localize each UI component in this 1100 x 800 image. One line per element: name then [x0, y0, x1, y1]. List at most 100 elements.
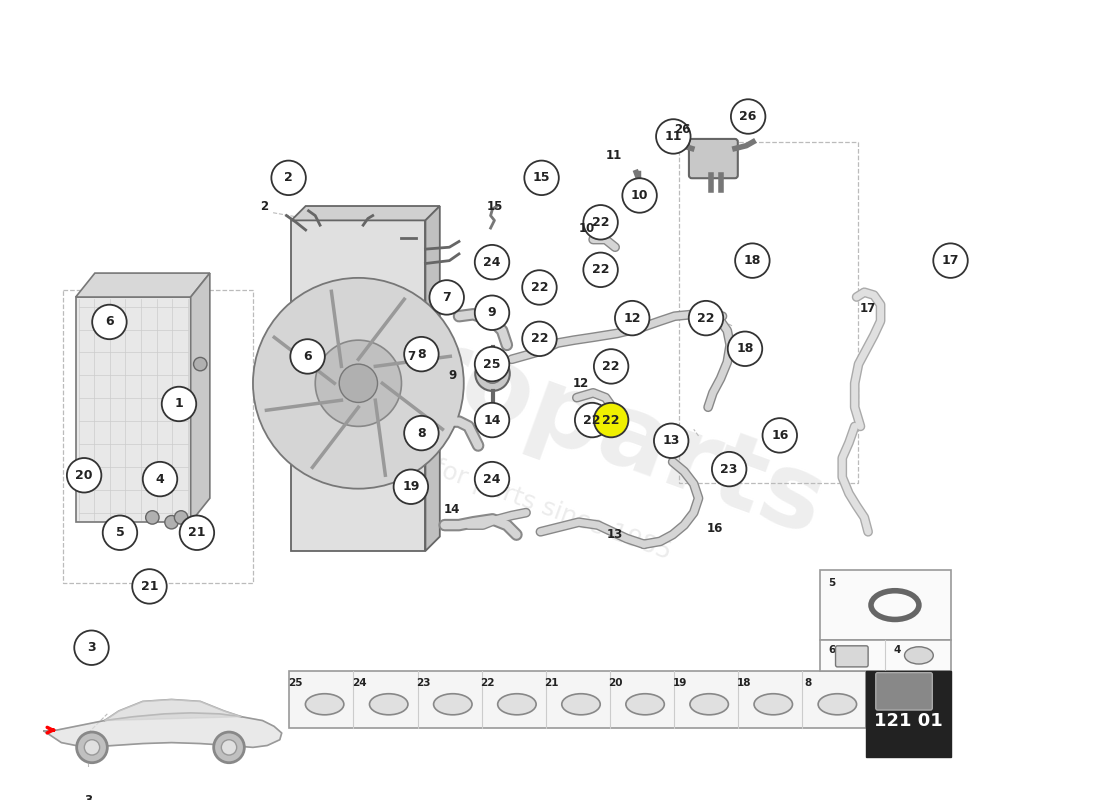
Circle shape — [404, 416, 439, 450]
Polygon shape — [44, 713, 282, 747]
Text: 26: 26 — [739, 110, 757, 123]
Circle shape — [656, 119, 691, 154]
Text: 18: 18 — [744, 254, 761, 267]
Circle shape — [728, 331, 762, 366]
Text: a passion for parts since 1985: a passion for parts since 1985 — [310, 413, 674, 565]
Text: 13: 13 — [662, 434, 680, 447]
Text: 25: 25 — [483, 358, 500, 370]
Text: 15: 15 — [486, 199, 503, 213]
Text: 21: 21 — [544, 678, 559, 688]
Circle shape — [654, 423, 689, 458]
Text: 22: 22 — [592, 263, 609, 276]
Text: 17: 17 — [860, 302, 877, 315]
Ellipse shape — [754, 694, 792, 715]
Circle shape — [712, 452, 747, 486]
Text: 5: 5 — [116, 526, 124, 539]
Circle shape — [404, 337, 439, 371]
Text: 8: 8 — [804, 678, 812, 688]
Text: europarts: europarts — [262, 266, 838, 558]
Text: 22: 22 — [603, 414, 620, 426]
Text: 21: 21 — [188, 526, 206, 539]
Text: 4: 4 — [893, 645, 901, 655]
Text: 12: 12 — [624, 312, 641, 325]
Circle shape — [475, 462, 509, 496]
Text: 10: 10 — [630, 189, 648, 202]
Ellipse shape — [370, 694, 408, 715]
Ellipse shape — [562, 694, 601, 715]
Bar — [821, 640, 950, 670]
Text: 11: 11 — [606, 149, 623, 162]
Text: 25: 25 — [288, 678, 302, 688]
Text: 6: 6 — [106, 315, 113, 329]
Circle shape — [394, 470, 428, 504]
Text: 24: 24 — [483, 256, 500, 269]
Ellipse shape — [433, 694, 472, 715]
Text: 3: 3 — [87, 642, 96, 654]
Text: 18: 18 — [736, 342, 754, 355]
Circle shape — [475, 357, 509, 391]
Text: 6: 6 — [828, 645, 835, 655]
Ellipse shape — [881, 598, 909, 612]
Text: 24: 24 — [352, 678, 366, 688]
Polygon shape — [426, 206, 440, 551]
Text: 22: 22 — [480, 678, 495, 688]
Circle shape — [165, 515, 178, 529]
Text: 8: 8 — [417, 348, 426, 361]
Polygon shape — [104, 699, 242, 721]
Text: 17: 17 — [942, 254, 959, 267]
Text: 19: 19 — [403, 480, 419, 494]
Text: 2: 2 — [284, 171, 293, 184]
Text: 22: 22 — [592, 216, 609, 229]
Circle shape — [594, 403, 628, 438]
Circle shape — [735, 243, 770, 278]
Circle shape — [221, 740, 236, 755]
Circle shape — [67, 458, 101, 493]
Circle shape — [194, 358, 207, 371]
Circle shape — [75, 630, 109, 665]
Text: 22: 22 — [603, 360, 620, 373]
FancyBboxPatch shape — [876, 673, 933, 710]
Circle shape — [475, 245, 509, 279]
Text: 8: 8 — [417, 426, 426, 440]
Circle shape — [145, 510, 160, 524]
Text: 6: 6 — [304, 350, 312, 363]
Circle shape — [689, 301, 723, 335]
Text: 3: 3 — [84, 794, 92, 800]
Circle shape — [253, 278, 464, 489]
Circle shape — [525, 161, 559, 195]
Text: 21: 21 — [141, 580, 158, 593]
Circle shape — [92, 305, 126, 339]
Circle shape — [290, 339, 324, 374]
Text: 12: 12 — [572, 377, 588, 390]
Circle shape — [132, 569, 167, 604]
Text: 10: 10 — [579, 222, 594, 234]
Circle shape — [594, 349, 628, 384]
Text: 16: 16 — [706, 522, 723, 535]
Polygon shape — [76, 297, 190, 522]
Text: 18: 18 — [737, 678, 751, 688]
Circle shape — [583, 205, 618, 239]
Circle shape — [143, 462, 177, 496]
Circle shape — [483, 364, 502, 383]
Bar — [63, 290, 253, 582]
Ellipse shape — [497, 694, 536, 715]
Text: 121 01: 121 01 — [874, 711, 943, 730]
FancyBboxPatch shape — [689, 139, 738, 178]
Circle shape — [730, 99, 766, 134]
Text: 9: 9 — [448, 369, 456, 382]
Ellipse shape — [306, 694, 344, 715]
Circle shape — [583, 253, 618, 287]
Circle shape — [623, 178, 657, 213]
Bar — [821, 570, 950, 640]
Text: 23: 23 — [720, 462, 738, 476]
Text: 14: 14 — [444, 503, 461, 516]
Circle shape — [475, 403, 509, 438]
Circle shape — [933, 243, 968, 278]
Text: 7: 7 — [407, 350, 415, 363]
Text: 14: 14 — [483, 414, 500, 426]
Text: 7: 7 — [442, 291, 451, 304]
Bar — [289, 670, 866, 728]
Text: 4: 4 — [155, 473, 164, 486]
Ellipse shape — [904, 646, 933, 664]
Text: 26: 26 — [674, 123, 691, 136]
